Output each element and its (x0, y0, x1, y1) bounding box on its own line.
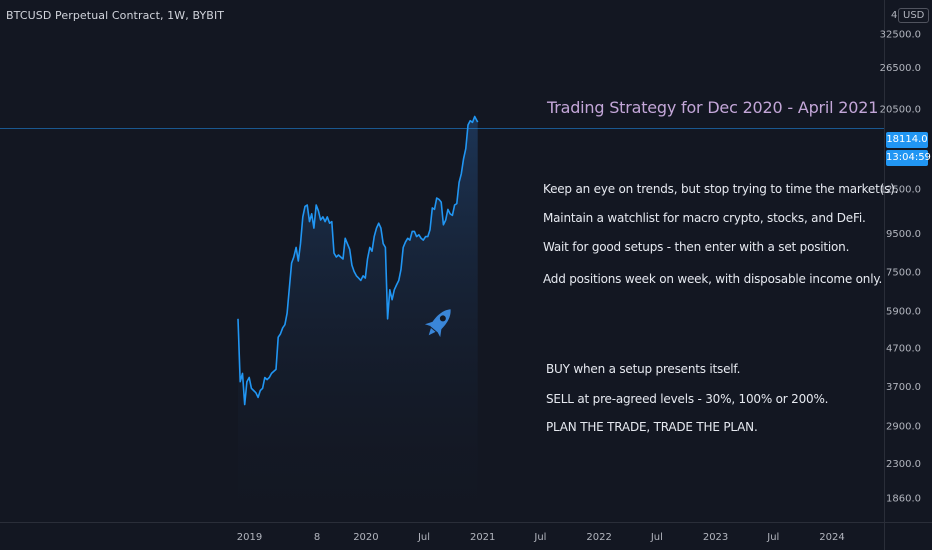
x-tick-label: Jul (650, 532, 663, 543)
y-tick-label: 12500.0 (880, 185, 921, 196)
y-tick-label: 7500.0 (886, 267, 921, 278)
axis-label-fragment: 4( (891, 10, 902, 21)
series-area (238, 116, 478, 522)
y-tick-label: 4700.0 (886, 343, 921, 354)
strategy-heading: Trading Strategy for Dec 2020 - April 20… (547, 98, 879, 117)
currency-selector[interactable]: USD (898, 8, 930, 23)
note-line: Wait for good setups - then enter with a… (543, 240, 850, 254)
note-line: Maintain a watchlist for macro crypto, s… (543, 211, 866, 225)
x-tick-label: 2022 (586, 532, 611, 543)
note-line: Keep an eye on trends, but stop trying t… (543, 182, 899, 196)
y-tick-label: 1860.0 (886, 494, 921, 505)
x-tick-label: Jul (417, 532, 430, 543)
x-tick-label: 2023 (703, 532, 728, 543)
x-tick-label: Jul (766, 532, 779, 543)
x-tick-label: Jul (533, 532, 546, 543)
last-price-tag: 18114.0 (886, 132, 928, 148)
note-line: BUY when a setup presents itself. (546, 362, 741, 376)
x-tick-label: 2020 (353, 532, 378, 543)
x-tick-label: 8 (314, 532, 320, 543)
note-line: PLAN THE TRADE, TRADE THE PLAN. (546, 420, 758, 434)
y-tick-label: 2900.0 (886, 422, 921, 433)
y-tick-label: 5900.0 (886, 306, 921, 317)
series-line[interactable] (237, 115, 479, 406)
chart-title: BTCUSD Perpetual Contract, 1W, BYBIT (6, 9, 225, 22)
bar-countdown-tag: 13:04:59 (886, 150, 931, 166)
y-tick-label: 2300.0 (886, 459, 921, 470)
y-tick-label: 9500.0 (886, 229, 921, 240)
x-tick-label: 2021 (470, 532, 495, 543)
note-line: SELL at pre-agreed levels - 30%, 100% or… (546, 392, 829, 406)
y-tick-label: 32500.0 (880, 30, 921, 41)
x-tick-label: 2024 (819, 532, 844, 543)
y-tick-label: 3700.0 (886, 382, 921, 393)
note-line: Add positions week on week, with disposa… (543, 272, 883, 286)
x-tick-label: 2019 (237, 532, 262, 543)
y-tick-label: 26500.0 (880, 63, 921, 74)
y-tick-label: 20500.0 (880, 104, 921, 115)
rocket-icon (424, 309, 451, 338)
